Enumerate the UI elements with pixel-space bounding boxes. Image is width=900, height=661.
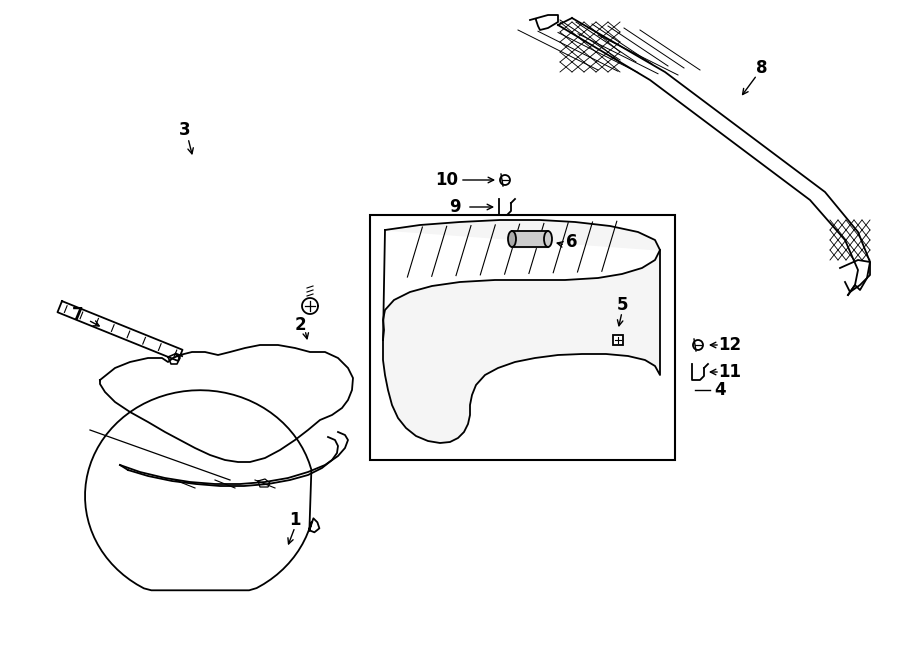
Polygon shape: [512, 231, 548, 247]
Text: 2: 2: [294, 316, 306, 334]
Polygon shape: [383, 220, 660, 443]
Bar: [613, 335, 623, 345]
Text: 11: 11: [718, 363, 742, 381]
Ellipse shape: [544, 231, 552, 247]
Text: 4: 4: [715, 381, 725, 399]
Text: 3: 3: [179, 121, 191, 139]
Text: 7: 7: [72, 306, 84, 324]
Ellipse shape: [508, 231, 516, 247]
Text: 8: 8: [756, 59, 768, 77]
Text: 10: 10: [436, 171, 458, 189]
Text: 1: 1: [289, 511, 301, 529]
Text: 5: 5: [616, 296, 628, 314]
Text: 9: 9: [449, 198, 461, 216]
Text: 6: 6: [566, 233, 578, 251]
Text: 12: 12: [718, 336, 742, 354]
Bar: [370, 215, 675, 460]
